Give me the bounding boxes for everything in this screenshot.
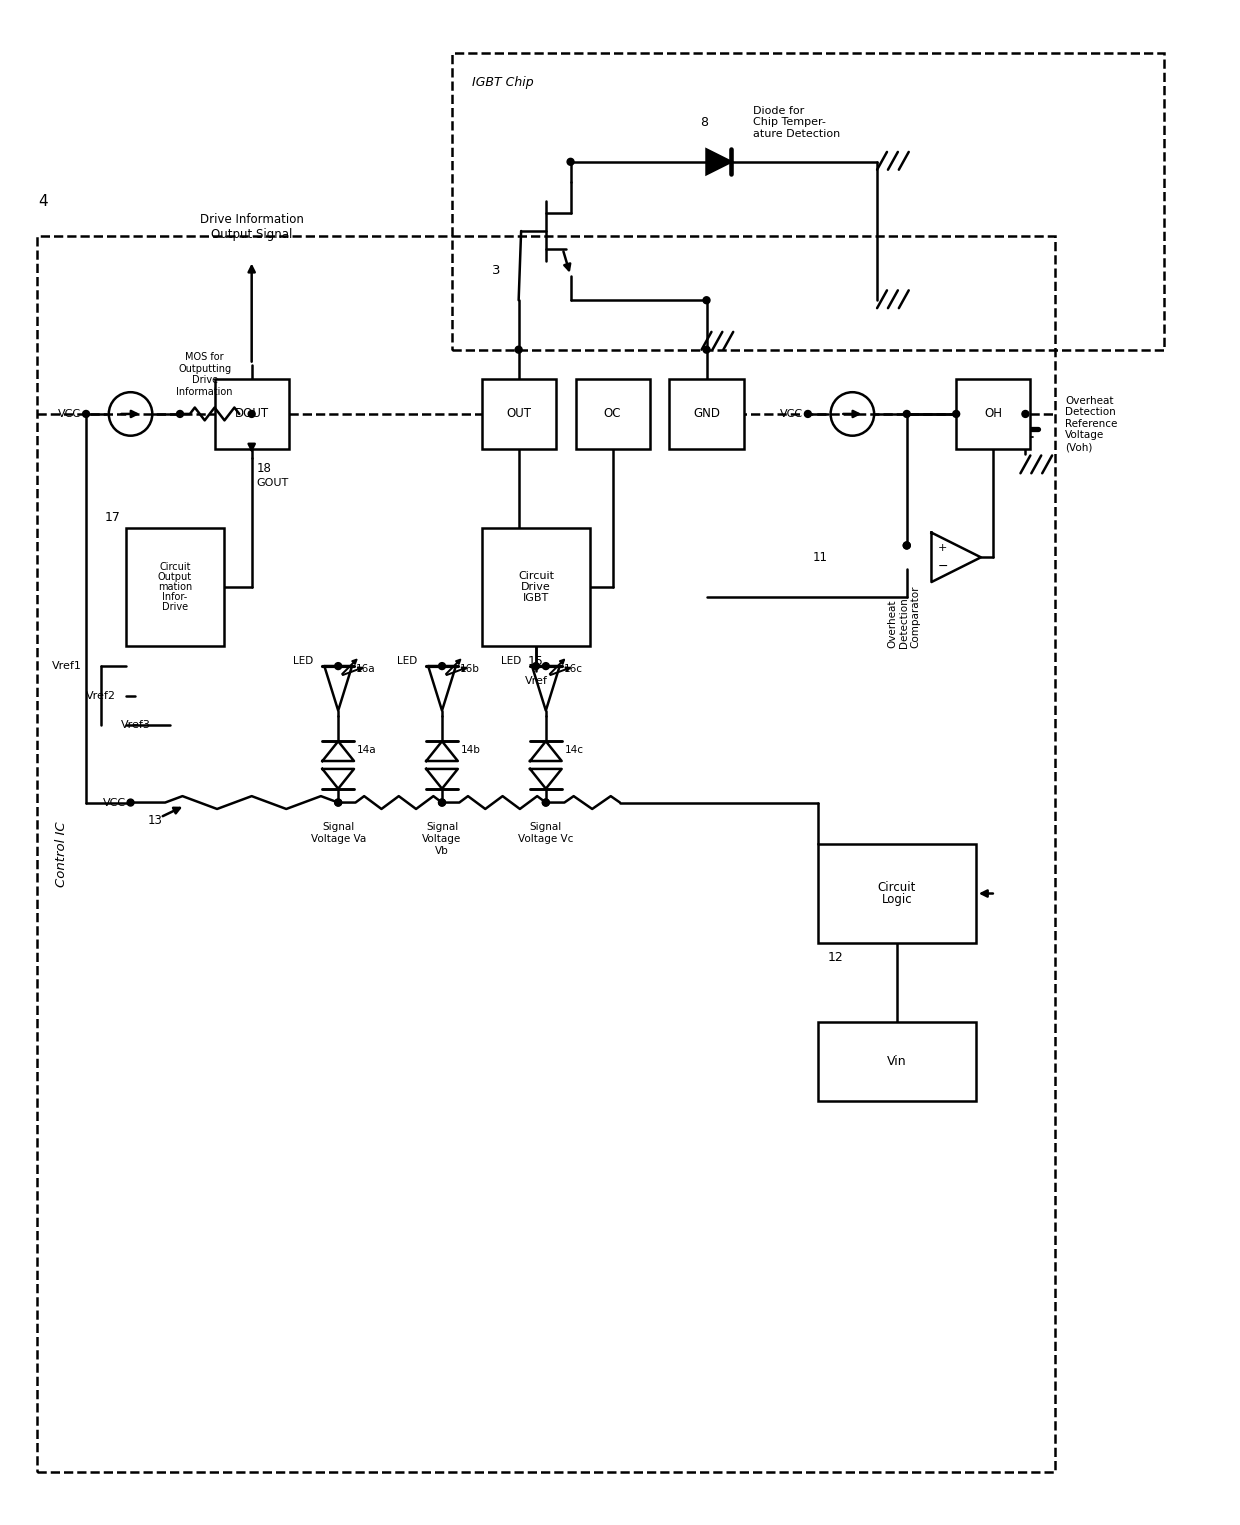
Bar — [956, 380, 1030, 448]
Circle shape — [335, 663, 342, 669]
Text: Vref2: Vref2 — [86, 691, 117, 702]
Circle shape — [248, 410, 255, 418]
Bar — [37, 236, 1055, 1472]
Bar — [215, 380, 289, 448]
Text: LED: LED — [501, 656, 521, 666]
Text: 16c: 16c — [564, 663, 583, 674]
Circle shape — [805, 410, 811, 418]
Polygon shape — [707, 149, 732, 174]
Text: 11: 11 — [812, 551, 827, 564]
Text: Signal
Voltage Va: Signal Voltage Va — [310, 822, 366, 843]
Text: 4: 4 — [38, 194, 48, 209]
Text: Control IC: Control IC — [55, 820, 68, 886]
Text: Diode for
Chip Temper-
ature Detection: Diode for Chip Temper- ature Detection — [754, 105, 841, 139]
Text: 15: 15 — [528, 654, 544, 668]
Text: Output: Output — [157, 572, 192, 583]
Text: DOUT: DOUT — [234, 407, 269, 421]
Circle shape — [703, 297, 711, 303]
Text: OC: OC — [604, 407, 621, 421]
Circle shape — [335, 799, 342, 807]
Bar — [670, 380, 744, 448]
Text: OUT: OUT — [506, 407, 531, 421]
Circle shape — [439, 799, 445, 807]
Text: LED: LED — [293, 656, 314, 666]
Text: MOS for
Outputting
Drive
Information: MOS for Outputting Drive Information — [176, 352, 233, 396]
Text: Circuit: Circuit — [878, 881, 916, 894]
Text: Circuit: Circuit — [159, 563, 191, 572]
Text: 12: 12 — [827, 952, 843, 964]
Bar — [125, 528, 224, 647]
Circle shape — [903, 410, 910, 418]
Bar — [451, 53, 1164, 349]
Text: Overheat
Detection
Reference
Voltage
(Voh): Overheat Detection Reference Voltage (Vo… — [1065, 395, 1117, 451]
Circle shape — [542, 799, 549, 807]
Text: 16a: 16a — [356, 663, 376, 674]
Circle shape — [126, 799, 134, 807]
Text: Infor-: Infor- — [162, 592, 187, 602]
Text: Vref1: Vref1 — [51, 662, 82, 671]
Text: GND: GND — [693, 407, 720, 421]
Circle shape — [1022, 410, 1029, 418]
Text: 3: 3 — [492, 264, 501, 278]
Text: Drive Information
Output Signal: Drive Information Output Signal — [200, 214, 304, 241]
Bar — [481, 380, 556, 448]
Circle shape — [703, 346, 711, 354]
Circle shape — [903, 541, 910, 549]
Circle shape — [903, 541, 910, 549]
Text: +: + — [937, 543, 947, 554]
Text: Drive: Drive — [162, 602, 188, 612]
Text: mation: mation — [157, 583, 192, 592]
Text: 13: 13 — [148, 814, 162, 827]
Text: OH: OH — [985, 407, 1002, 421]
Text: 14b: 14b — [461, 746, 481, 755]
Text: 18: 18 — [257, 462, 272, 474]
Circle shape — [542, 663, 549, 669]
Text: −: − — [937, 560, 947, 573]
Circle shape — [532, 663, 539, 669]
Bar — [575, 380, 650, 448]
Circle shape — [439, 799, 445, 807]
Bar — [817, 843, 976, 942]
Text: Drive: Drive — [521, 583, 551, 592]
Text: 14c: 14c — [564, 746, 584, 755]
Text: Circuit: Circuit — [518, 570, 554, 581]
Text: LED: LED — [397, 656, 418, 666]
Text: IGBT Chip: IGBT Chip — [471, 76, 533, 88]
Circle shape — [542, 799, 549, 807]
Text: Vref: Vref — [525, 676, 547, 686]
Text: Overheat
Detection
Comparator: Overheat Detection Comparator — [887, 586, 920, 648]
Text: IGBT: IGBT — [523, 593, 549, 604]
Circle shape — [567, 159, 574, 165]
Text: 14a: 14a — [357, 746, 377, 755]
Text: Vref3: Vref3 — [120, 720, 150, 730]
Text: Logic: Logic — [882, 894, 913, 906]
Circle shape — [515, 346, 522, 354]
Bar — [481, 528, 590, 647]
Bar — [817, 1022, 976, 1101]
Circle shape — [439, 663, 445, 669]
Text: GOUT: GOUT — [257, 479, 289, 488]
Text: Signal
Voltage Vc: Signal Voltage Vc — [518, 822, 574, 843]
Circle shape — [83, 410, 89, 418]
Text: Vin: Vin — [887, 1055, 906, 1068]
Text: VCC: VCC — [58, 409, 81, 419]
Text: VCC: VCC — [780, 409, 804, 419]
Text: 17: 17 — [105, 511, 120, 525]
Text: 8: 8 — [701, 116, 708, 128]
Text: 16b: 16b — [460, 663, 480, 674]
Circle shape — [335, 799, 342, 807]
Circle shape — [952, 410, 960, 418]
Text: Signal
Voltage
Vb: Signal Voltage Vb — [423, 822, 461, 856]
Circle shape — [176, 410, 184, 418]
Text: VCC: VCC — [103, 798, 125, 808]
